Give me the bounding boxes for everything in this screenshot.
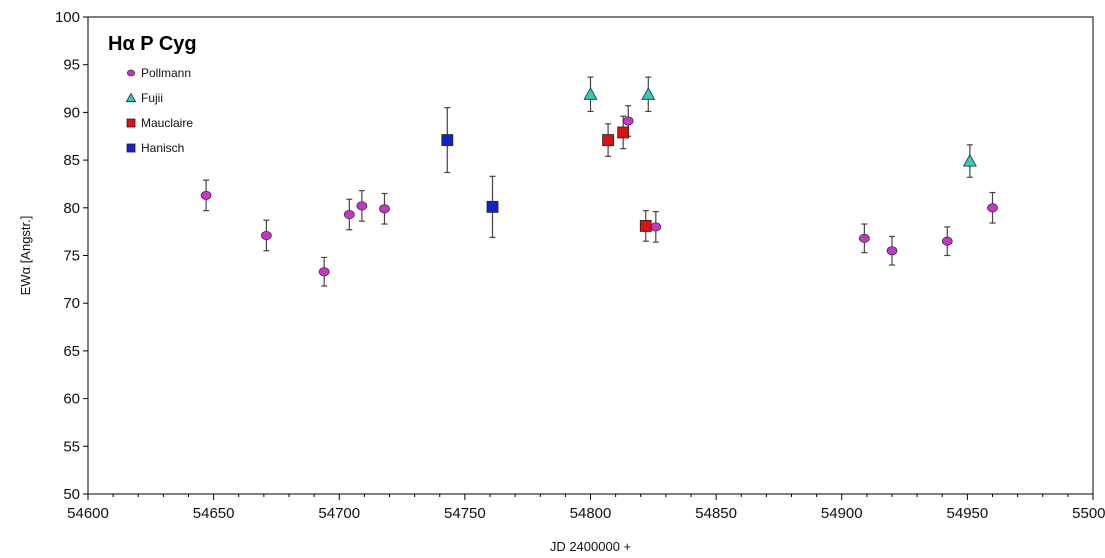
data-point xyxy=(442,135,453,146)
x-tick-label: 54750 xyxy=(444,505,486,522)
data-point xyxy=(603,135,614,146)
legend-label: Fujii xyxy=(141,91,163,105)
x-tick-label: 54650 xyxy=(193,505,235,522)
data-point xyxy=(988,204,998,212)
x-tick-label: 54850 xyxy=(695,505,737,522)
legend-label: Mauclaire xyxy=(141,116,193,130)
y-tick-label: 90 xyxy=(63,104,80,121)
y-tick-label: 85 xyxy=(63,152,80,169)
x-tick-label: 54900 xyxy=(821,505,863,522)
data-point xyxy=(618,127,629,138)
data-point xyxy=(887,247,897,255)
y-tick-label: 50 xyxy=(63,486,80,503)
y-tick-label: 70 xyxy=(63,295,80,312)
y-tick-label: 95 xyxy=(63,57,80,74)
data-point xyxy=(344,210,354,218)
legend-marker xyxy=(127,119,135,127)
legend-label: Hanisch xyxy=(141,141,184,155)
data-point xyxy=(623,117,633,125)
legend-marker xyxy=(127,144,135,152)
y-tick-label: 60 xyxy=(63,391,80,408)
x-tick-label: 54800 xyxy=(570,505,612,522)
y-axis-title: EWα [Angstr.] xyxy=(18,216,33,296)
y-tick-label: 65 xyxy=(63,343,80,360)
legend-marker xyxy=(127,70,134,76)
data-point xyxy=(380,205,390,213)
x-axis-title: JD 2400000 + xyxy=(550,539,631,554)
x-tick-label: 54600 xyxy=(67,505,109,522)
data-point xyxy=(201,191,211,199)
y-tick-label: 80 xyxy=(63,200,80,217)
x-tick-label: 54950 xyxy=(947,505,989,522)
y-tick-label: 100 xyxy=(55,9,80,26)
data-point xyxy=(640,220,651,231)
data-point xyxy=(651,223,661,231)
legend-label: Pollmann xyxy=(141,66,191,80)
y-tick-label: 75 xyxy=(63,248,80,265)
data-point xyxy=(942,237,952,245)
x-tick-label: 54700 xyxy=(318,505,360,522)
chart-title: Hα P Cyg xyxy=(108,33,197,55)
data-point xyxy=(319,268,329,276)
x-tick-label: 55000 xyxy=(1072,505,1105,522)
data-point xyxy=(261,231,271,239)
y-tick-label: 55 xyxy=(63,438,80,455)
data-point xyxy=(357,202,367,210)
data-point xyxy=(859,234,869,242)
data-point xyxy=(487,201,498,212)
